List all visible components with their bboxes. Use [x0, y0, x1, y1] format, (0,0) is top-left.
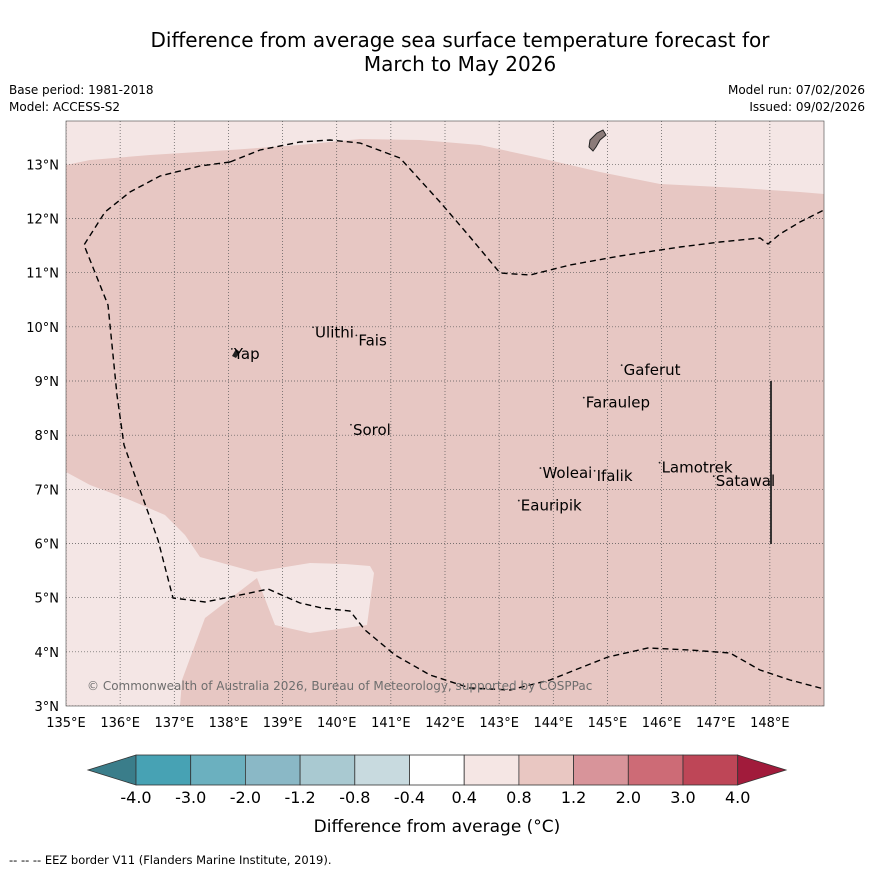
map-frame [65, 120, 825, 707]
chart-title: Difference from average sea surface temp… [60, 28, 860, 76]
lat-tick-label: 11°N [26, 267, 59, 282]
colorbar-tick: -1.2 [284, 788, 315, 807]
colorbar-tick: -0.8 [339, 788, 370, 807]
lat-tick-label: 4°N [35, 646, 60, 661]
colorbar-high-extend [737, 754, 788, 786]
colorbar-box [190, 754, 246, 786]
lon-tick-label: 138°E [209, 716, 249, 731]
lat-tick-label: 13°N [26, 158, 59, 173]
place-label: Ifalik [597, 467, 633, 485]
place-label: Sorol [353, 421, 391, 439]
place-labels: Yap Ulithi Fais Sorol Gaferut Faraulep Lamotre… [230, 323, 775, 515]
lon-tick-label: 146°E [642, 716, 682, 731]
colorbar-box [409, 754, 465, 786]
lat-tick-label: 10°N [26, 321, 59, 336]
lon-tick-label: 137°E [155, 716, 195, 731]
place-marker [539, 467, 542, 469]
lat-tick-label: 12°N [26, 213, 59, 228]
place-marker [582, 396, 585, 399]
anomaly-field-0.4-0.8-southwest [66, 472, 374, 706]
place-marker [312, 326, 314, 329]
eez-border [83, 139, 824, 691]
lon-tick-label: 142°E [425, 716, 465, 731]
model-name: Model: ACCESS-S2 [9, 100, 121, 114]
meta-left: Base period: 1981-2018 Model: ACCESS-S2 [9, 82, 154, 116]
place-label: Satawal [716, 472, 775, 490]
colorbar-tick: 4.0 [725, 788, 750, 807]
lon-tick-label: 144°E [534, 716, 574, 731]
place-marker [593, 469, 596, 472]
colorbar-box [518, 754, 575, 786]
map-axes: 135°E 136°E 137°E 138°E 139°E 140°E 141°E 142°E… [26, 158, 789, 731]
base-period: Base period: 1981-2018 [9, 83, 154, 97]
place-label: Yap [233, 345, 260, 363]
colorbar-tick: 1.2 [561, 788, 586, 807]
anomaly-field-0.4-0.8-north [66, 121, 824, 194]
place-label: Woleai [542, 464, 592, 482]
model-run: Model run: 07/02/2026 [727, 83, 865, 97]
place-label: Eauripik [521, 497, 582, 515]
place-label: Fais [358, 331, 387, 349]
lon-tick-label: 140°E [317, 716, 357, 731]
colorbar-tick: 2.0 [616, 788, 641, 807]
colorbar-boxes [86, 754, 788, 786]
colorbar-box [682, 754, 739, 786]
colorbar-box [299, 754, 356, 786]
colorbar: -4.0 -3.0 -2.0 -1.2 -0.8 -0.4 0.4 0.8 1.2 2.0 3.0 4… [86, 754, 788, 837]
place-label: Ulithi [315, 323, 354, 341]
colorbar-tick: 0.4 [451, 788, 476, 807]
colorbar-box [463, 754, 520, 786]
sst-anomaly-map: Yap Ulithi Fais Sorol Gaferut Faraulep Lamotre… [26, 120, 825, 731]
place-label: Lamotrek [662, 459, 733, 477]
colorbar-box [573, 754, 629, 786]
lon-tick-label: 147°E [696, 716, 736, 731]
lon-tick-label: 136°E [100, 716, 140, 731]
colorbar-box [354, 754, 410, 786]
eez-footnote: -- -- -- EEZ border V11 (Flanders Marine… [9, 853, 332, 867]
lon-tick-label: 148°E [750, 716, 790, 731]
lat-tick-label: 8°N [35, 429, 60, 444]
lon-tick-label: 139°E [263, 716, 303, 731]
lon-tick-label: 141°E [371, 716, 411, 731]
lat-tick-label: 9°N [35, 375, 60, 390]
place-marker [517, 499, 520, 502]
graticule [66, 121, 824, 706]
colorbar-low-extend [86, 754, 137, 786]
issued-date: Issued: 09/02/2026 [749, 100, 865, 114]
colorbar-tick: -2.0 [230, 788, 261, 807]
title-line-1: Difference from average sea surface temp… [150, 28, 770, 52]
lat-tick-label: 5°N [35, 592, 60, 607]
place-marker [712, 475, 715, 478]
place-marker [355, 334, 358, 337]
colorbar-tick: -4.0 [120, 788, 151, 807]
colorbar-label: Difference from average (°C) [314, 817, 561, 837]
lat-tick-label: 7°N [35, 483, 60, 498]
lat-tick-label: 6°N [35, 538, 60, 553]
place-marker [350, 423, 352, 426]
guam-island [588, 129, 607, 152]
colorbar-tick: -3.0 [175, 788, 206, 807]
place-marker [658, 461, 661, 464]
colorbar-tick: 0.8 [506, 788, 531, 807]
map-plot-area: Yap Ulithi Fais Sorol Gaferut Faraulep Lamotre… [66, 121, 824, 706]
place-marker [620, 364, 623, 367]
colorbar-tick-labels: -4.0 -3.0 -2.0 -1.2 -0.8 -0.4 0.4 0.8 1.2 2.0 3.0 4… [120, 788, 750, 807]
colorbar-tick: 3.0 [670, 788, 695, 807]
colorbar-box [244, 754, 301, 786]
lon-tick-label: 145°E [588, 716, 628, 731]
place-label: Faraulep [586, 394, 650, 412]
copyright-text: © Commonwealth of Australia 2026, Bureau… [87, 679, 592, 693]
meta-right: Model run: 07/02/2026 Issued: 09/02/2026 [728, 82, 865, 116]
lon-tick-label: 143°E [479, 716, 519, 731]
yap-island [232, 349, 240, 358]
place-label: Gaferut [624, 361, 681, 379]
title-line-2: March to May 2026 [363, 52, 557, 76]
lat-tick-label: 3°N [35, 700, 60, 715]
colorbar-box [627, 754, 684, 786]
place-marker [230, 348, 233, 350]
lon-tick-label: 135°E [46, 716, 86, 731]
colorbar-box [135, 754, 192, 786]
colorbar-tick: -0.4 [394, 788, 425, 807]
